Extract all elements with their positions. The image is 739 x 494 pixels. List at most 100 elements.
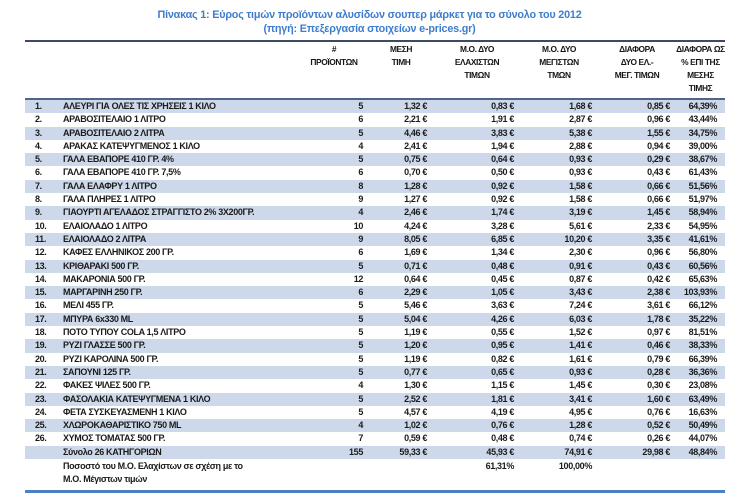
min-avg-price: 1,94 € [491,140,514,151]
product-name: ΑΡΑΚΑΣ ΚΑΤΕΨΥΓΜΕΝΟΣ 1 ΚΙΛΟ [63,140,200,151]
product-count: 6 [358,167,363,178]
price-diff: 0,43 € [647,167,670,178]
product-count: 9 [358,194,363,205]
mean-price: 1,20 € [368,339,434,353]
diff-percent: 61,43% [688,167,718,178]
product-name: ΓΑΛΑ ΠΛΗΡΕΣ 1 ΛΙΤΡΟ [63,194,156,205]
price-diff: 0,28 € [598,365,676,380]
max-avg-price: 1,68 € [520,99,598,114]
mean-price: 1,19 € [404,353,427,364]
row-number: 12. [35,247,47,258]
row-number: 1. [25,99,58,114]
table-row: 21. ΣΑΠΟΥΝΙ 125 ΓΡ. 5 0,77 € 0,65 € 0,93… [25,365,725,380]
mean-price: 1,69 € [404,247,427,258]
product-count: 5 [300,339,368,353]
max-avg-price: 1,45 € [569,380,592,391]
total-count: 155 [300,445,368,460]
mean-price: 0,75 € [368,153,434,167]
diff-percent: 35,22% [676,312,725,327]
product-count: 5 [300,259,368,273]
total-max: 74,91 € [520,445,598,460]
column-header-diff: ΔΙΑΦΟΡΑ ΔΥΟ ΕΛ.- ΜΕΓ. ΤΙΜΩΝ [598,41,676,100]
max-avg-price: 0,74 € [569,433,592,444]
table-row: 1. ΑΛΕΥΡΙ ΓΙΑ ΟΛΕΣ ΤΙΣ ΧΡΗΣΕΙΣ 1 ΚΙΛΟ 5 … [25,99,725,114]
table-row: 13. ΚΡΙΘΑΡΑΚΙ 500 ΓΡ. 5 0,71 € 0,48 € 0,… [25,259,725,273]
diff-percent: 38,33% [676,339,725,353]
product-count: 5 [300,365,368,380]
price-diff: 0,43 € [598,259,676,273]
diff-percent: 16,63% [688,406,718,417]
price-diff: 1,55 € [598,126,676,140]
min-avg-price: 0,48 € [491,433,514,444]
product-name: ΣΑΠΟΥΝΙ 125 ΓΡ. [58,365,300,380]
column-header-max-avg: Μ.Ο. ΔΥΟ ΜΕΓΙΣΤΩΝ ΤΜΩΝ [520,41,598,100]
max-avg-price: 0,91 € [520,259,598,273]
product-name: ΜΑΡΓΑΡΙΝΗ 250 ΓΡ. [58,286,300,300]
table-row: 23. ΦΑΣΟΛΑΚΙΑ ΚΑΤΕΨΥΓΜΕΝΑ 1 ΚΙΛΟ 5 2,52 … [25,392,725,406]
min-avg-price: 0,76 € [434,419,520,433]
table-row: 11. ΕΛΑΙΟΛΑΔΟ 2 ΛΙΤΡΑ 9 8,05 € 6,85 € 10… [25,232,725,247]
max-avg-price: 3,43 € [520,286,598,300]
min-avg-price: 4,26 € [434,312,520,327]
diff-percent: 56,80% [688,247,718,258]
product-count: 5 [300,126,368,140]
diff-percent: 60,56% [676,259,725,273]
table-row: 22. ΦΑΚΕΣ ΨΙΛΕΣ 500 ΓΡ. 4 1,30 € 1,15 € … [25,379,725,392]
product-count: 6 [358,114,363,125]
price-diff: 0,94 € [647,140,670,151]
diff-percent: 51,56% [676,179,725,194]
price-diff: 0,30 € [647,380,670,391]
product-count: 4 [300,206,368,220]
diff-percent: 64,39% [676,99,725,114]
row-number: 24. [35,406,47,417]
diff-percent: 65,63% [688,273,718,284]
product-count: 5 [358,353,363,364]
row-number: 9. [25,206,58,220]
mean-price: 4,46 € [368,126,434,140]
product-count: 9 [300,232,368,247]
max-avg-price: 1,41 € [520,339,598,353]
table-row: 3. ΑΡΑΒΟΣΙΤΕΛΑΙΟ 2 ΛΙΤΡΑ 5 4,46 € 3,83 €… [25,126,725,140]
product-count: 5 [300,153,368,167]
table-row: 7. ΓΑΛΑ ΕΛΑΦΡΥ 1 ΛΙΤΡΟ 8 1,28 € 0,92 € 1… [25,179,725,194]
diff-percent: 66,12% [688,300,718,311]
row-number: 17. [25,312,58,327]
table-row: 12. ΚΑΦΕΣ ΕΛΛΗΝΙΚΟΣ 200 ΓΡ. 6 1,69 € 1,3… [25,246,725,259]
mean-price: 2,52 € [368,392,434,406]
min-avg-price: 0,55 € [491,327,514,338]
max-avg-price: 2,30 € [569,247,592,258]
table-row: 16. ΜΕΛΙ 455 ΓΡ. 5 5,46 € 3,63 € 7,24 € … [25,299,725,312]
price-diff: 0,66 € [647,194,670,205]
min-avg-price: 0,92 € [434,179,520,194]
max-avg-price: 2,88 € [569,140,592,151]
table-row: 18. ΠΟΤΟ ΤΥΠΟΥ COLA 1,5 ΛΙΤΡΟ 5 1,19 € 0… [25,326,725,339]
price-diff: 2,38 € [598,286,676,300]
mean-price: 5,46 € [404,300,427,311]
max-avg-price: 5,61 € [569,220,592,231]
price-diff: 3,61 € [647,300,670,311]
product-count: 7 [358,433,363,444]
total-label: Σύνολο 26 ΚΑΤΗΓΟΡΙΩΝ [58,445,300,460]
diff-percent: 58,94% [676,206,725,220]
product-count: 5 [358,406,363,417]
product-name: ΑΛΕΥΡΙ ΓΙΑ ΟΛΕΣ ΤΙΣ ΧΡΗΣΕΙΣ 1 ΚΙΛΟ [58,99,300,114]
row-number: 20. [35,353,47,364]
row-number: 14. [35,273,47,284]
ratio-row: Ποσοστό του Μ.Ο. Ελαχίστων σε σχέση με τ… [25,459,725,492]
product-name: ΦΑΚΕΣ ΨΙΛΕΣ 500 ΓΡ. [63,380,151,391]
row-number: 2. [35,114,42,125]
product-count: 4 [358,380,363,391]
row-number: 10. [35,220,47,231]
product-name: ΜΕΛΙ 455 ΓΡ. [63,300,114,311]
mean-price: 1,30 € [404,380,427,391]
row-number: 11. [25,232,58,247]
row-number: 21. [25,365,58,380]
row-number: 13. [25,259,58,273]
ratio-row-number-cell [25,459,58,492]
mean-price: 8,05 € [368,232,434,247]
price-diff: 0,85 € [598,99,676,114]
diff-percent: 23,08% [688,380,718,391]
product-count: 5 [300,99,368,114]
max-avg-price: 0,87 € [569,273,592,284]
